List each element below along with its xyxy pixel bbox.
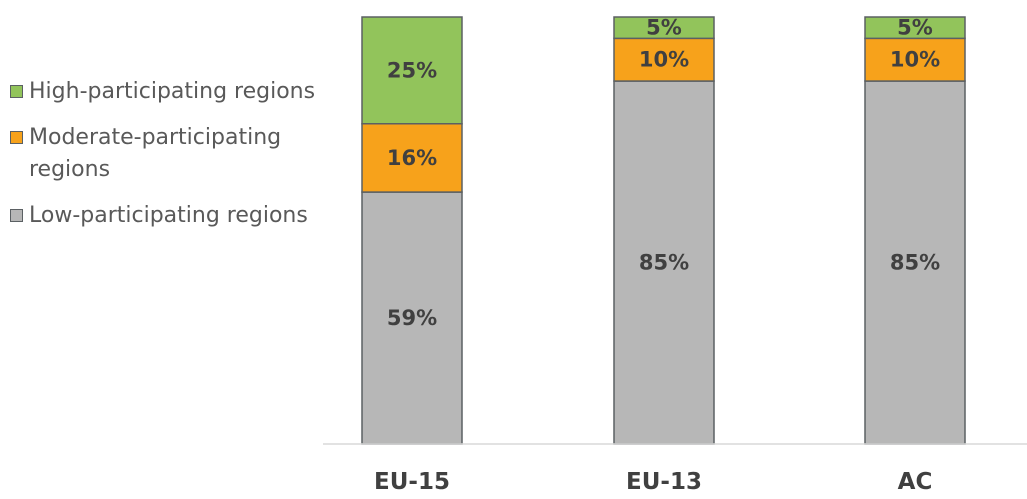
category-label-eu-13: EU-13 bbox=[626, 469, 702, 495]
category-labels-group: EU-15 EU-13 AC bbox=[374, 469, 932, 495]
bar-eu-13-series-0 bbox=[613, 80, 715, 445]
segment-labels-group: 59% 16% 25% 85% 10% 5% 85% 10% 5% bbox=[387, 16, 940, 330]
data-label-eu-13-series-0: 85% bbox=[639, 251, 689, 275]
data-label-eu-15-series-1: 16% bbox=[387, 146, 437, 170]
bar-eu-15-series-1 bbox=[361, 123, 463, 193]
legend-item-high: High-participating regions bbox=[10, 76, 330, 108]
legend-swatch-high bbox=[10, 85, 23, 98]
bar-eu-13-series-2 bbox=[613, 16, 715, 40]
data-label-ac-series-1: 10% bbox=[890, 48, 940, 72]
data-label-ac-series-2: 5% bbox=[897, 16, 933, 40]
legend-swatch-low bbox=[10, 209, 23, 222]
bar-eu-15-series-2 bbox=[361, 16, 463, 125]
data-label-ac-series-0: 85% bbox=[890, 251, 940, 275]
category-label-eu-15: EU-15 bbox=[374, 469, 450, 495]
legend-item-low: Low-participating regions bbox=[10, 200, 330, 232]
data-label-eu-13-series-1: 10% bbox=[639, 48, 689, 72]
legend-swatch-moderate bbox=[10, 131, 23, 144]
legend-label-high: High-participating regions bbox=[29, 79, 316, 104]
legend-label-moderate: Moderate-participating regions bbox=[29, 125, 282, 182]
bars-group bbox=[361, 16, 966, 445]
bar-eu-13-series-1 bbox=[613, 37, 715, 82]
legend: High-participating regions Moderate-part… bbox=[10, 76, 330, 246]
data-label-eu-13-series-2: 5% bbox=[646, 16, 682, 40]
bar-eu-15-series-0 bbox=[361, 191, 463, 445]
legend-label-low: Low-participating regions bbox=[29, 203, 308, 228]
category-label-ac: AC bbox=[898, 469, 933, 495]
bar-ac-series-2 bbox=[864, 16, 966, 40]
data-label-eu-15-series-0: 59% bbox=[387, 306, 437, 330]
bar-ac-series-1 bbox=[864, 37, 966, 82]
legend-item-moderate: Moderate-participating regions bbox=[10, 122, 330, 186]
data-label-eu-15-series-2: 25% bbox=[387, 58, 437, 82]
